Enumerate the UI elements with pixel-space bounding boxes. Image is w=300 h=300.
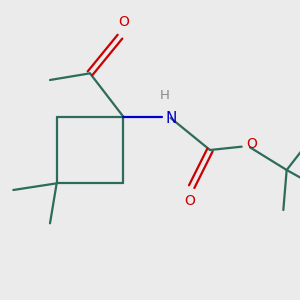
Text: O: O [246, 137, 257, 151]
Text: O: O [118, 15, 129, 29]
Text: N: N [165, 111, 176, 126]
Text: O: O [184, 194, 195, 208]
Text: H: H [160, 89, 170, 102]
